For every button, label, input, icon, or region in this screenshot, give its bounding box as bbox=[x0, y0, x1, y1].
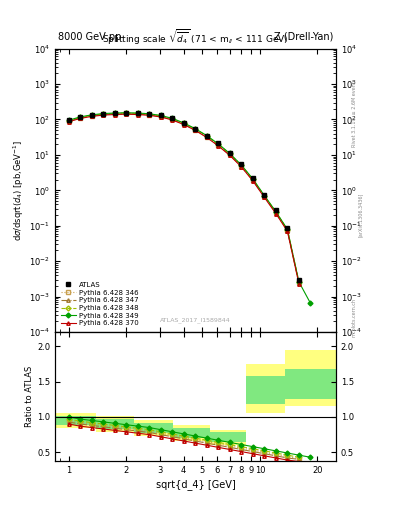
Line: ATLAS: ATLAS bbox=[66, 110, 301, 282]
ATLAS bbox=[158, 112, 163, 118]
Title: Splitting scale $\sqrt{\overline{d_4}}$ (71 < m$_{ll}$ < 111 GeV): Splitting scale $\sqrt{\overline{d_4}}$ … bbox=[102, 28, 289, 47]
ATLAS bbox=[297, 276, 301, 283]
ATLAS bbox=[285, 225, 290, 231]
ATLAS bbox=[228, 150, 232, 156]
ATLAS bbox=[89, 112, 94, 118]
Text: Z (Drell-Yan): Z (Drell-Yan) bbox=[274, 32, 333, 41]
ATLAS bbox=[250, 175, 255, 181]
ATLAS bbox=[112, 110, 117, 116]
ATLAS bbox=[181, 120, 186, 126]
Text: Rivet 3.1.10, ≥ 2.6M events: Rivet 3.1.10, ≥ 2.6M events bbox=[352, 78, 357, 147]
Y-axis label: Ratio to ATLAS: Ratio to ATLAS bbox=[25, 366, 34, 427]
Text: ATLAS_2017_I1589844: ATLAS_2017_I1589844 bbox=[160, 318, 231, 324]
ATLAS bbox=[124, 110, 129, 116]
ATLAS bbox=[204, 133, 209, 139]
ATLAS bbox=[216, 140, 220, 146]
ATLAS bbox=[170, 115, 174, 121]
ATLAS bbox=[274, 207, 278, 214]
ATLAS bbox=[147, 111, 152, 117]
Text: mcplots.cern.ch: mcplots.cern.ch bbox=[352, 298, 357, 337]
ATLAS bbox=[135, 110, 140, 116]
Legend: ATLAS, Pythia 6.428 346, Pythia 6.428 347, Pythia 6.428 348, Pythia 6.428 349, P: ATLAS, Pythia 6.428 346, Pythia 6.428 34… bbox=[59, 280, 140, 329]
ATLAS bbox=[239, 161, 244, 167]
X-axis label: sqrt{d_4} [GeV]: sqrt{d_4} [GeV] bbox=[156, 479, 235, 490]
ATLAS bbox=[193, 125, 198, 132]
ATLAS bbox=[78, 114, 83, 120]
ATLAS bbox=[66, 117, 71, 123]
Text: [arXiv:1306.3436]: [arXiv:1306.3436] bbox=[358, 193, 363, 237]
Text: 8000 GeV pp: 8000 GeV pp bbox=[58, 32, 121, 41]
ATLAS bbox=[101, 111, 106, 117]
Y-axis label: d$\sigma$/dsqrt($d_{4}$) [pb,GeV$^{-1}$]: d$\sigma$/dsqrt($d_{4}$) [pb,GeV$^{-1}$] bbox=[12, 140, 26, 241]
ATLAS bbox=[262, 191, 267, 198]
